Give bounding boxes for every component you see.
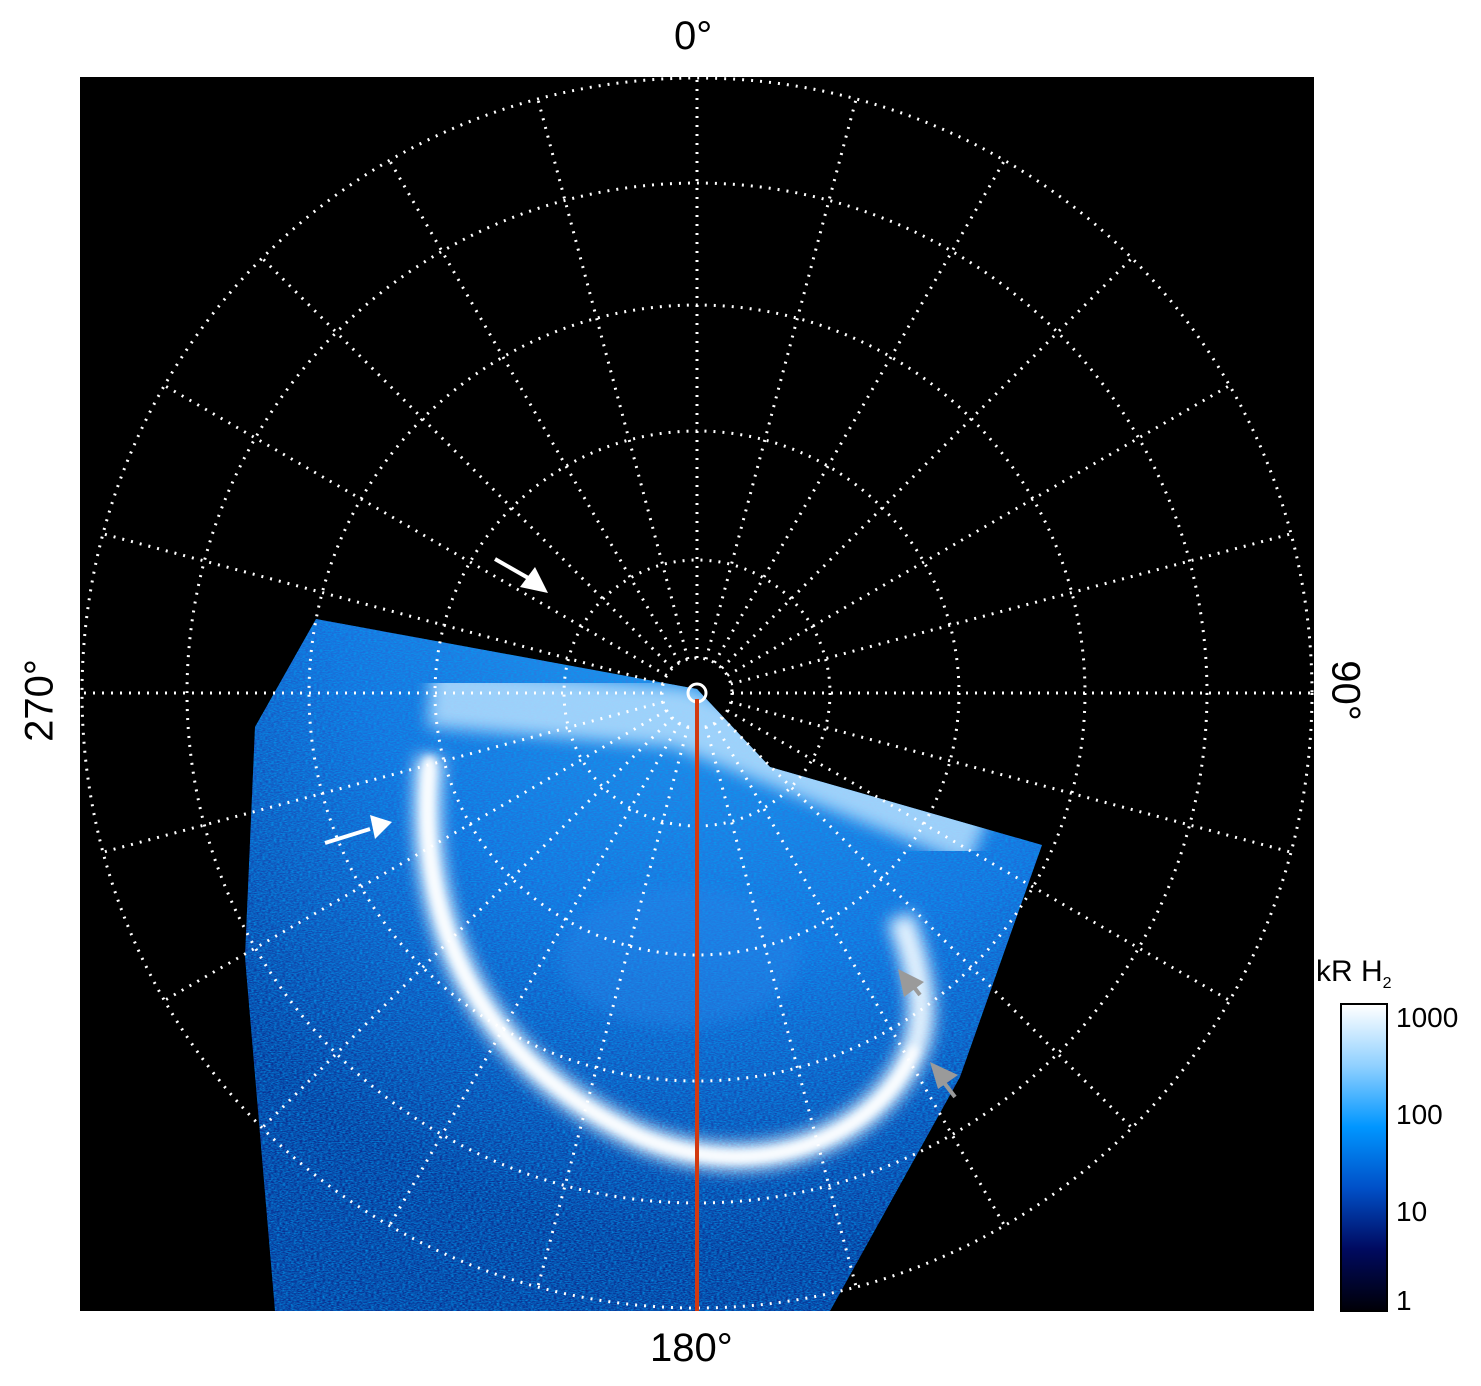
meridian-line: [730, 700, 1292, 854]
meridian-line: [730, 532, 1292, 686]
colorbar-tick-1000: 1000: [1396, 1002, 1459, 1033]
colorbar: [1340, 1003, 1388, 1312]
colorbar-tick-10: 10: [1396, 1196, 1428, 1227]
arrow-gray-right-upper: [898, 969, 924, 997]
meridian-line: [102, 700, 664, 854]
meridian-line: [704, 98, 858, 660]
colorbar-tick-100: 100: [1396, 1099, 1443, 1130]
arrow-white-left: [324, 815, 392, 845]
meridian-line: [261, 257, 674, 670]
meridian-line: [163, 384, 668, 677]
colorbar-title: kR H2: [1316, 955, 1392, 993]
meridian-line: [726, 384, 1231, 677]
polar-grid: [80, 77, 1314, 1310]
label-180-deg: 180°: [650, 1326, 733, 1370]
label-0-deg: 0°: [674, 14, 713, 58]
meridian-line: [704, 726, 858, 1288]
colorbar-unit: kR H: [1316, 955, 1383, 988]
arrow-white-upper: [494, 557, 548, 593]
label-270-deg: 270°: [17, 659, 62, 742]
label-90-deg: 90°: [1323, 660, 1368, 721]
latitude-circle: [80, 77, 1314, 1310]
meridian-line: [102, 532, 664, 686]
meridian-line: [388, 159, 681, 664]
polar-aurora-map: [80, 77, 1314, 1311]
meridian-line: [388, 722, 681, 1227]
meridian-line: [720, 716, 1133, 1129]
meridian-line: [536, 726, 690, 1288]
meridian-line: [713, 159, 1006, 664]
meridian-line: [163, 709, 668, 1002]
meridian-line: [713, 722, 1006, 1227]
arrow-gray-right-lower: [930, 1062, 958, 1099]
meridian-line: [536, 98, 690, 660]
colorbar-tick-1: 1: [1396, 1285, 1412, 1316]
meridian-line: [726, 709, 1231, 1002]
colorbar-subscript: 2: [1382, 975, 1392, 992]
